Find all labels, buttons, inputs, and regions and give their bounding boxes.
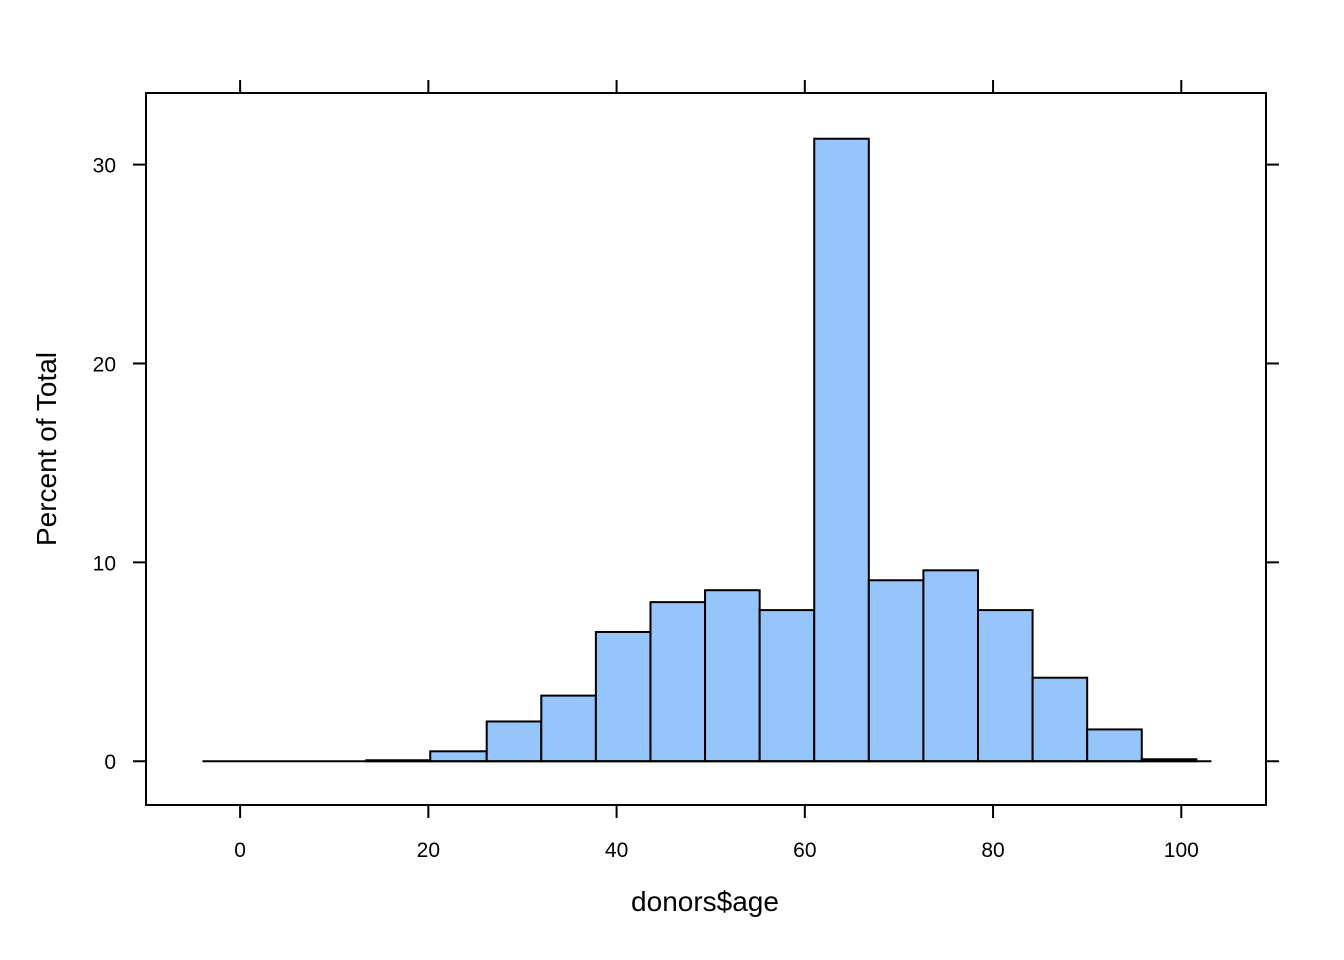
x-tick-label: 100 bbox=[1164, 839, 1199, 862]
x-tick-label: 0 bbox=[234, 839, 246, 862]
histogram-bar bbox=[867, 579, 925, 763]
y-axis-title: Percent of Total bbox=[31, 352, 62, 546]
x-axis-title: donors$age bbox=[631, 886, 779, 917]
x-axis-ticks: 0 20 40 60 80 100 bbox=[234, 80, 1199, 862]
y-tick-label: 20 bbox=[93, 353, 116, 376]
y-axis-ticks: 0 10 20 30 bbox=[93, 155, 1279, 774]
histogram-bar bbox=[977, 609, 1034, 763]
y-tick-label: 30 bbox=[93, 155, 116, 178]
histogram-bar bbox=[429, 750, 488, 763]
x-tick-label: 40 bbox=[605, 839, 628, 862]
histogram-bar bbox=[540, 694, 597, 763]
bars-group bbox=[365, 137, 1198, 763]
histogram-bar bbox=[594, 630, 652, 763]
y-tick-label: 0 bbox=[104, 751, 116, 774]
histogram-bar bbox=[813, 137, 870, 763]
histogram-bar bbox=[1031, 676, 1089, 763]
histogram-bar bbox=[649, 601, 707, 763]
plot-frame bbox=[145, 92, 1267, 806]
histogram-bar bbox=[704, 589, 761, 763]
histogram-bar bbox=[922, 569, 979, 763]
histogram-bar bbox=[485, 720, 543, 763]
x-tick-label: 60 bbox=[793, 839, 816, 862]
x-tick-label: 20 bbox=[417, 839, 440, 862]
x-tick-label: 80 bbox=[981, 839, 1004, 862]
histogram-bar bbox=[758, 609, 816, 763]
y-tick-label: 10 bbox=[93, 552, 116, 575]
histogram-bar bbox=[1086, 728, 1143, 763]
